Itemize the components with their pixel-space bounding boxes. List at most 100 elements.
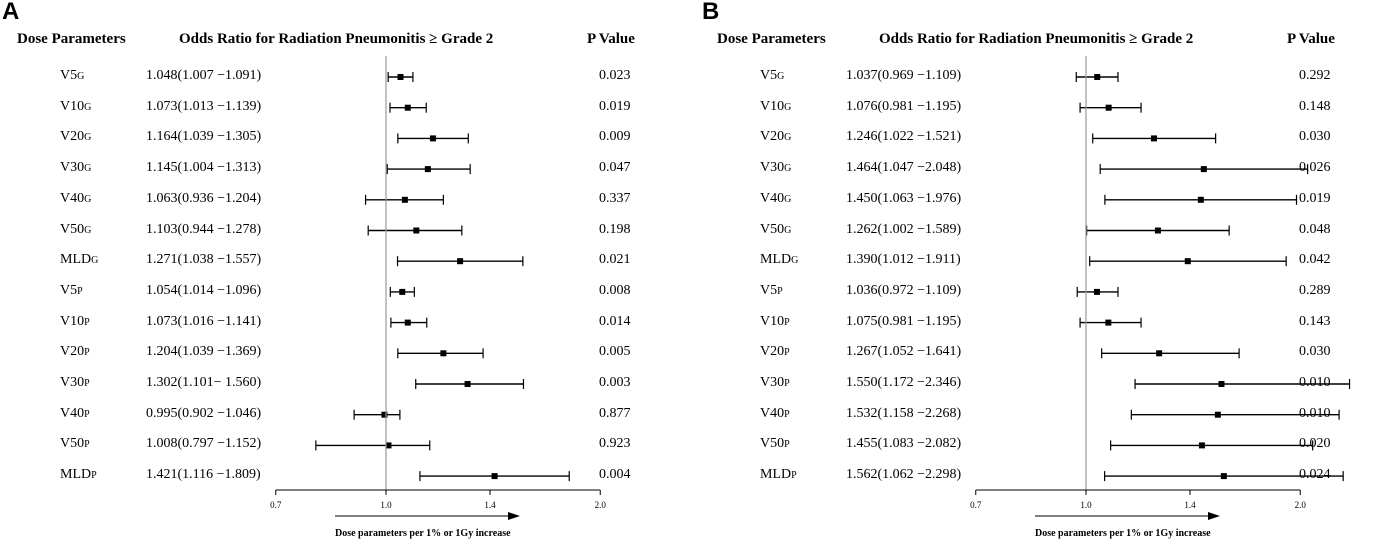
row-label-name: V5 xyxy=(760,282,778,298)
odds-ratio-ci-text: 1.246(1.022 −1.521) xyxy=(846,129,962,145)
odds-ratio-ci-text: 1.450(1.063 −1.976) xyxy=(846,190,962,206)
p-value: 0.337 xyxy=(599,190,631,206)
p-value: 0.030 xyxy=(1299,344,1331,360)
odds-ratio-ci-text: 1.073(1.013 −1.139) xyxy=(146,98,262,114)
row-label-name: V50 xyxy=(760,436,785,452)
row-label: V40P xyxy=(760,406,790,422)
p-value: 0.010 xyxy=(1299,375,1331,390)
row-label: V20P xyxy=(60,344,90,360)
p-value: 0.292 xyxy=(1299,68,1331,83)
p-value: 0.198 xyxy=(599,221,631,237)
p-value: 0.023 xyxy=(599,68,631,83)
row-label-subscript: P xyxy=(84,316,90,328)
row-label-name: V30 xyxy=(60,160,85,176)
odds-ratio-point xyxy=(1105,319,1112,326)
row-label: V5G xyxy=(60,68,84,84)
odds-ratio-point xyxy=(1094,74,1101,80)
row-label: V20G xyxy=(60,129,91,145)
odds-ratio-point xyxy=(1150,135,1157,142)
panel-label: A xyxy=(2,0,20,25)
row-label-name: V20 xyxy=(760,344,785,360)
row-label: V5G xyxy=(760,68,784,84)
odds-ratio-point xyxy=(464,381,471,387)
odds-ratio-ci-text: 1.103(0.944 −1.278) xyxy=(146,221,262,237)
p-value: 0.014 xyxy=(599,313,631,329)
row-label: V10G xyxy=(60,99,91,115)
odds-ratio-ci-text: 1.390(1.012 −1.911) xyxy=(846,252,961,268)
odds-ratio-point xyxy=(1156,350,1163,357)
odds-ratio-ci-text: 1.550(1.172 −2.346) xyxy=(846,375,962,390)
row-label-subscript: G xyxy=(784,193,792,205)
row-label-name: MLD xyxy=(760,252,792,268)
p-value: 0.010 xyxy=(1299,405,1331,421)
odds-ratio-point xyxy=(1200,166,1207,173)
odds-ratio-ci-text: 1.262(1.002 −1.589) xyxy=(846,221,962,237)
direction-arrow-icon xyxy=(508,512,520,520)
row-label-name: V30 xyxy=(60,375,85,390)
row-label: V20G xyxy=(760,129,791,145)
odds-ratio-point xyxy=(1093,288,1100,295)
odds-ratio-ci-text: 1.054(1.014 −1.096) xyxy=(146,282,262,298)
forest-plot: 0.7 1.0 1.4 2.0 xyxy=(970,56,1351,520)
p-value: 0.047 xyxy=(599,160,631,176)
row-label-subscript: P xyxy=(784,439,790,451)
odds-ratio-ci-text: 1.037(0.969 −1.109) xyxy=(846,68,962,83)
row-label-subscript: P xyxy=(84,378,90,389)
x-tick-label: 2.0 xyxy=(595,500,607,510)
odds-ratio-ci-text: 1.075(0.981 −1.195) xyxy=(846,313,962,329)
odds-ratio-point xyxy=(1220,473,1227,480)
odds-ratio-point xyxy=(429,135,436,142)
row-label-subscript: P xyxy=(91,470,97,482)
row-label: MLDG xyxy=(60,252,98,268)
p-value: 0.019 xyxy=(599,98,631,114)
odds-ratio-point xyxy=(385,442,392,449)
row-label-name: MLD xyxy=(60,467,92,483)
row-label-subscript: G xyxy=(791,255,799,267)
odds-ratio-point xyxy=(399,288,406,295)
x-tick-label: 1.4 xyxy=(1184,500,1196,510)
row-label-subscript: G xyxy=(777,71,785,82)
dose-parameters-header: Dose Parameters xyxy=(717,31,826,47)
odds-ratio-point xyxy=(397,74,404,80)
odds-ratio-point xyxy=(381,411,388,418)
row-label: V10G xyxy=(760,99,791,115)
row-label: V40P xyxy=(60,406,90,422)
row-label-name: V40 xyxy=(760,190,785,206)
row-label-subscript: G xyxy=(84,101,92,113)
x-tick-label: 1.0 xyxy=(380,500,392,510)
p-value: 0.021 xyxy=(599,252,631,268)
row-label-name: V5 xyxy=(60,282,78,298)
row-label: V30P xyxy=(60,375,90,391)
row-label: V50P xyxy=(60,436,90,452)
row-label-subscript: P xyxy=(784,316,790,328)
p-value-header: P Value xyxy=(1287,31,1335,47)
row-label: V20P xyxy=(760,344,790,360)
forest-plot: 0.7 1.0 1.4 2.0 xyxy=(270,56,607,520)
x-axis-title: Dose parameters per 1% or 1Gy increase xyxy=(335,528,511,539)
odds-ratio-ci-text: 1.562(1.062 −2.298) xyxy=(846,467,962,483)
row-label-subscript: P xyxy=(791,470,797,482)
p-value: 0.289 xyxy=(1299,282,1331,298)
odds-ratio-ci-text: 1.164(1.039 −1.305) xyxy=(146,129,262,145)
p-value: 0.019 xyxy=(1299,190,1331,206)
odds-ratio-point xyxy=(424,166,431,173)
p-value-header: P Value xyxy=(587,31,635,47)
row-label-name: V5 xyxy=(60,68,78,83)
odds-ratio-point xyxy=(457,258,464,265)
row-label: V40G xyxy=(760,191,791,207)
p-value: 0.005 xyxy=(599,344,631,360)
row-label-subscript: G xyxy=(784,101,792,113)
row-label: MLDG xyxy=(760,252,798,268)
p-value: 0.048 xyxy=(1299,221,1331,237)
row-label: V30G xyxy=(760,160,791,176)
dose-parameters-header: Dose Parameters xyxy=(17,31,126,47)
odds-ratio-point xyxy=(1214,411,1221,418)
odds-ratio-point xyxy=(1154,227,1161,234)
row-label-subscript: G xyxy=(784,224,792,236)
p-value: 0.020 xyxy=(1299,436,1331,452)
odds-ratio-ci-text: 1.302(1.101− 1.560) xyxy=(146,375,262,390)
odds-ratio-header: Odds Ratio for Radiation Pneumonitis ≥ G… xyxy=(179,31,494,47)
odds-ratio-ci-text: 1.008(0.797 −1.152) xyxy=(146,436,262,452)
row-label-name: V50 xyxy=(60,436,85,452)
odds-ratio-ci-text: 1.073(1.016 −1.141) xyxy=(146,313,262,329)
